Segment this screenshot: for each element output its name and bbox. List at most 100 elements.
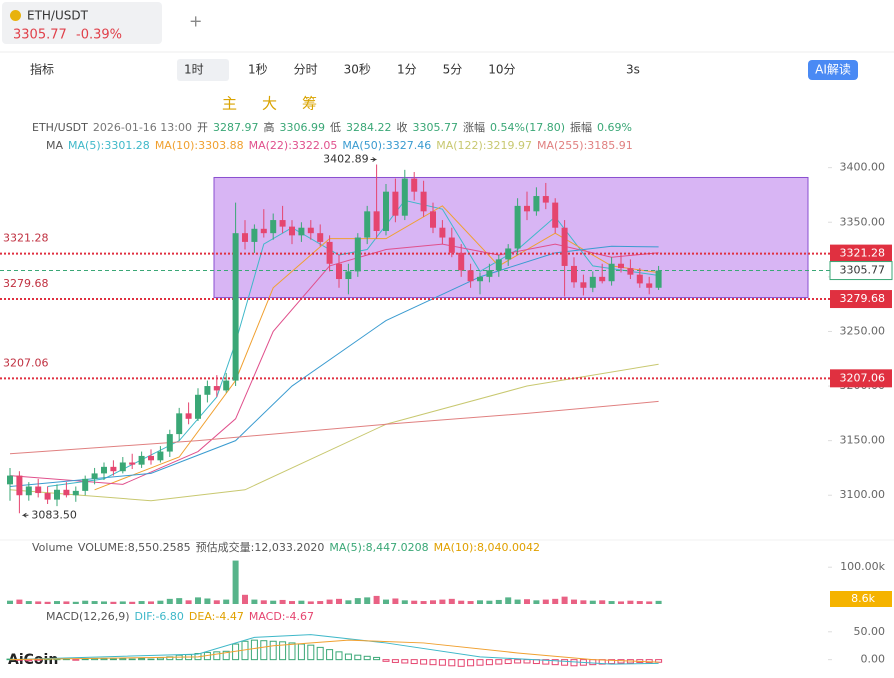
legend-text: MACD(12,26,9) (46, 610, 130, 623)
candle-body (655, 270, 662, 288)
ai-button[interactable] (808, 60, 858, 80)
interval-option[interactable]: 10分 (488, 63, 515, 77)
level-tag-text: 3207.06 (840, 371, 886, 384)
legend-text: 开 (197, 121, 208, 134)
volume-bar (176, 598, 183, 604)
macd-bar (316, 646, 324, 661)
volume-bar (599, 600, 606, 604)
y-tick-label: 100.00k (840, 560, 885, 573)
candle-body (646, 283, 653, 288)
volume-bar (533, 600, 540, 604)
candle-body (495, 259, 502, 271)
legend-text: 0.69% (597, 121, 632, 134)
macd-bar (326, 649, 334, 661)
volume-bar (157, 600, 164, 604)
volume-bar (345, 600, 352, 604)
candle-body (16, 475, 23, 496)
candle-body (627, 268, 634, 275)
macd-bar (457, 659, 465, 667)
interval-option[interactable]: 1秒 (248, 63, 268, 77)
interval-selected[interactable]: 1时 (184, 63, 204, 77)
candle-body (298, 227, 305, 236)
indicator-button[interactable]: 指标 (30, 62, 54, 77)
volume-bar (270, 600, 277, 604)
macd-bar (504, 659, 512, 665)
macd-bar (551, 659, 559, 666)
volume-tag-text: 8.6k (851, 592, 875, 605)
candle-body (7, 475, 13, 485)
interval-box[interactable] (177, 59, 229, 81)
volume-bar (336, 598, 342, 604)
macd-bar (561, 659, 569, 666)
dif-line (9, 634, 659, 665)
volume-bar (213, 600, 220, 604)
legend-text: MA(50):3327.46 (342, 139, 431, 152)
volume-bar (110, 601, 117, 604)
candle-body (383, 191, 389, 231)
candle-body (636, 274, 643, 284)
legend-text: 收 (397, 120, 408, 134)
volume-bar (63, 601, 70, 604)
candle-body (148, 455, 154, 461)
macd-bar (307, 644, 315, 661)
volume-bar (618, 601, 624, 604)
volume-bar (608, 601, 615, 604)
macd-bar (542, 659, 550, 665)
candle-body (542, 196, 549, 203)
volume-bar (552, 598, 559, 604)
volume-tag (830, 591, 892, 607)
interval-option[interactable]: 30秒 (344, 63, 371, 77)
volume-bar (35, 601, 42, 604)
interval-option[interactable]: 1分 (397, 63, 417, 77)
candle-body (54, 489, 60, 500)
legend-text: MACD:-4.67 (249, 610, 314, 623)
legend-text: 涨幅 (463, 121, 485, 134)
macd-bar (81, 658, 89, 661)
macd-bar (438, 659, 446, 666)
refresh[interactable]: 3s (626, 63, 640, 77)
legend-text: DIF:-6.80 (135, 610, 184, 623)
candle-body (176, 413, 183, 435)
draw-tool: 主 (222, 95, 237, 113)
legend-text: 振幅 (570, 120, 592, 134)
volume-bar (467, 601, 474, 604)
volume-bar (486, 600, 493, 604)
legend-text: 3287.97 (213, 121, 259, 134)
macd-bar (288, 642, 296, 661)
candle-body (533, 196, 540, 212)
volume-bar (195, 597, 201, 604)
volume-bar (279, 599, 286, 604)
ai-label[interactable]: AI解读 (815, 63, 851, 77)
legend-text: ETH/USDT (32, 121, 88, 134)
macd-bar (401, 659, 409, 664)
tab[interactable] (2, 2, 162, 44)
macd-bar (514, 659, 522, 664)
range-box (213, 176, 809, 299)
volume-bar (561, 596, 568, 604)
add-tab[interactable]: + (189, 12, 202, 31)
candle-body (345, 271, 352, 280)
volume-bar (401, 600, 408, 604)
candle-body (589, 276, 596, 288)
level-label: 3279.68 (3, 277, 49, 290)
low-label: 3083.50 (31, 508, 77, 521)
ma-line (9, 245, 659, 488)
interval-option[interactable]: 5分 (443, 63, 463, 77)
level-tag-text: 3321.28 (840, 247, 886, 260)
volume-bar (223, 599, 230, 604)
last-price-tag (829, 261, 893, 281)
level-tag (830, 244, 892, 263)
candle-body (44, 493, 51, 500)
candle-body (420, 191, 427, 212)
volume-bar (514, 599, 521, 604)
volume-bar (251, 599, 258, 604)
macd-bar (156, 657, 164, 661)
interval-option[interactable]: 分时 (294, 63, 318, 77)
macd-bar (335, 651, 343, 661)
volume-bar (148, 601, 154, 604)
candle-body (35, 486, 42, 494)
candle-body (336, 263, 342, 280)
macd-bar (382, 659, 390, 662)
volume-bar (589, 600, 596, 604)
macd-bar (213, 651, 221, 661)
